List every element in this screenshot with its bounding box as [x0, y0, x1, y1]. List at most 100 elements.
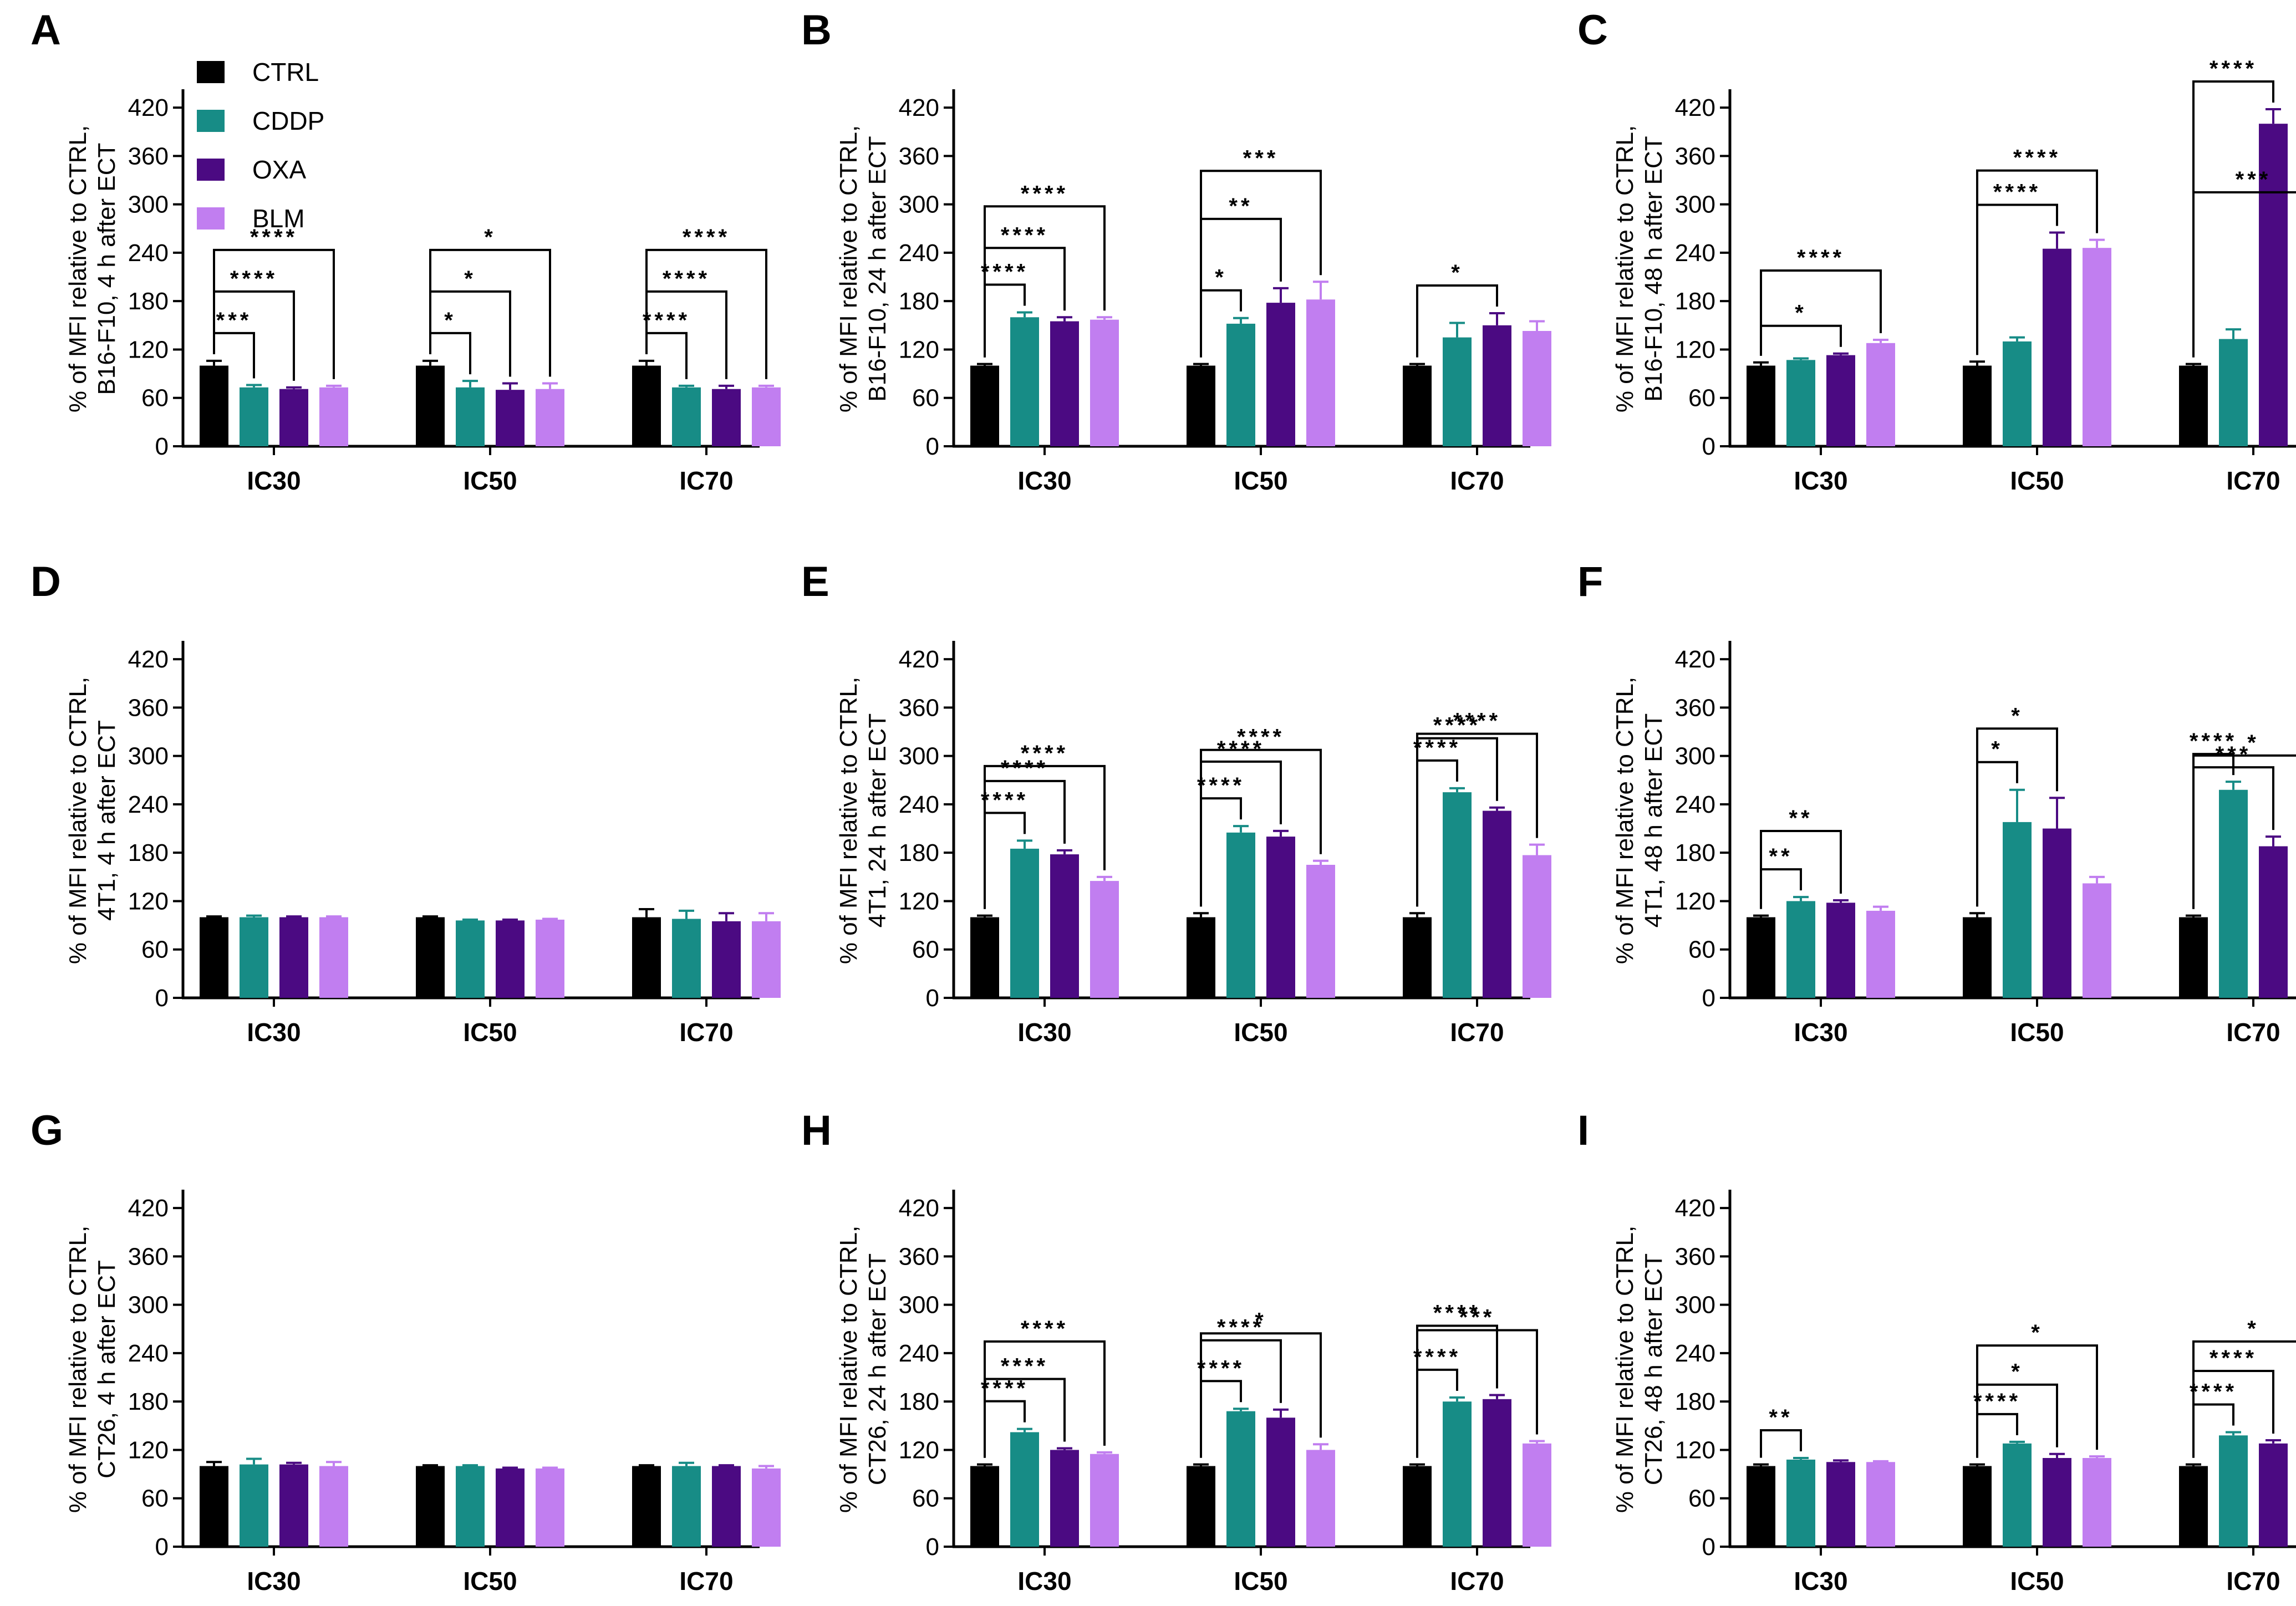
y-tick-label: 180: [899, 839, 939, 866]
significance-label: *: [2247, 731, 2259, 755]
y-axis-label: % of MFI relative to CTRL, B16-F10, 48 h …: [1611, 125, 1667, 412]
y-tick-label: 180: [1675, 1388, 1715, 1415]
bar-cddp: [240, 1464, 268, 1547]
y-tick-label: 300: [1675, 1292, 1715, 1319]
x-tick-label: IC70: [2226, 1567, 2280, 1595]
y-tick-label: 120: [899, 888, 939, 915]
significance-bracket: ****: [981, 788, 1026, 909]
bar-ctrl: [2179, 917, 2208, 998]
panel-E: E % of MFI relative to CTRL, 4T1, 24 h aft…: [801, 558, 1551, 1047]
y-axis-label: % of MFI relative to CTRL, CT26, 4 h afte…: [64, 1226, 120, 1513]
y-tick-label: 420: [128, 94, 169, 121]
bar-oxa: [2043, 1458, 2071, 1547]
bar-cddp: [2003, 822, 2032, 998]
significance-bracket: *: [1760, 301, 1842, 356]
bar-ctrl: [416, 917, 445, 998]
x-tick-label: IC50: [2010, 1018, 2064, 1047]
legend-swatch: [197, 61, 225, 83]
x-tick-label: IC70: [679, 1018, 733, 1047]
significance-label: *: [2011, 1360, 2023, 1384]
significance-label: ****: [1433, 1301, 1481, 1325]
bar-oxa: [1266, 837, 1295, 998]
bar-cddp: [1010, 1432, 1039, 1547]
bar-cddp: [2003, 1443, 2032, 1547]
significance-bracket: *: [1416, 261, 1498, 358]
y-tick-label: 420: [1675, 646, 1715, 673]
bar-oxa: [1050, 321, 1079, 446]
x-tick-label: IC70: [2226, 466, 2280, 495]
bar-cddp: [672, 387, 701, 446]
significance-bracket: *: [2192, 731, 2296, 909]
x-tick-label: IC70: [2226, 1018, 2280, 1047]
significance-bracket: ****: [984, 756, 1066, 909]
y-tick-label: 360: [128, 142, 169, 170]
y-axis-label-line: 4T1, 24 h after ECT: [864, 713, 891, 927]
panel-letter: A: [30, 7, 61, 54]
significance-label: ****: [2190, 729, 2237, 753]
bar-ctrl: [1963, 1466, 1992, 1547]
bar-cddp: [1443, 1401, 1472, 1547]
y-tick-label: 360: [899, 1243, 939, 1270]
significance-label: ***: [1243, 146, 1279, 170]
significance-label: ****: [1021, 741, 1068, 766]
significance-label: ****: [981, 1376, 1029, 1401]
panel-H: H % of MFI relative to CTRL, CT26, 24 h af…: [801, 1107, 1551, 1595]
bar-oxa: [1826, 903, 1855, 998]
bar-ctrl: [632, 917, 661, 998]
significance-bracket: ****: [1416, 709, 1538, 907]
bar-cddp: [2219, 789, 2248, 998]
bar-ctrl: [1963, 365, 1992, 446]
y-axis-label-line: % of MFI relative to CTRL,: [64, 677, 91, 964]
significance-bracket: ****: [1197, 773, 1245, 907]
bar-oxa: [279, 389, 308, 446]
significance-bracket: ***: [213, 308, 255, 379]
y-axis-label-line: B16-F10, 24 h after ECT: [864, 136, 891, 401]
y-tick-label: 60: [1688, 1485, 1715, 1512]
bar-ctrl: [416, 365, 445, 446]
y-tick-label: 0: [155, 1533, 169, 1561]
y-tick-label: 180: [1675, 839, 1715, 866]
y-tick-label: 180: [128, 1388, 169, 1415]
y-tick-label: 120: [1675, 888, 1715, 915]
significance-bracket: *: [1200, 1308, 1322, 1458]
y-tick-label: 0: [926, 433, 939, 460]
y-tick-label: 60: [912, 385, 939, 412]
y-tick-label: 420: [899, 646, 939, 673]
y-tick-label: 60: [141, 1485, 169, 1512]
bar-cddp: [1226, 323, 1255, 446]
y-tick-label: 360: [899, 142, 939, 170]
bar-ctrl: [1187, 917, 1215, 998]
significance-label: ****: [250, 225, 298, 249]
y-axis-label-line: CT26, 48 h after ECT: [1640, 1253, 1667, 1485]
significance-label: *: [484, 225, 496, 249]
bar-oxa: [496, 390, 525, 446]
y-tick-label: 120: [1675, 1436, 1715, 1464]
x-tick-label: IC30: [247, 1567, 301, 1595]
y-tick-label: 240: [899, 1340, 939, 1367]
significance-label: ****: [1197, 773, 1245, 798]
legend-label: OXA: [252, 155, 306, 184]
bar-oxa: [1826, 355, 1855, 446]
y-tick-label: 360: [899, 694, 939, 721]
bar-blm: [752, 921, 781, 998]
y-tick-label: 300: [128, 743, 169, 770]
bar-ctrl: [1187, 1466, 1215, 1547]
y-axis-label-line: CT26, 24 h after ECT: [864, 1253, 891, 1485]
x-tick-label: IC30: [1794, 1018, 1847, 1047]
significance-bracket: ****: [1416, 1301, 1498, 1458]
significance-label: *: [444, 308, 456, 333]
bar-oxa: [1266, 303, 1295, 446]
significance-label: ****: [643, 308, 690, 333]
bar-cddp: [1443, 337, 1472, 446]
panel-letter: F: [1577, 558, 1603, 605]
y-axis-label-line: % of MFI relative to CTRL,: [835, 1226, 862, 1513]
bar-ctrl: [1403, 365, 1432, 446]
bar-blm: [536, 919, 564, 998]
significance-label: ****: [1001, 223, 1048, 247]
x-tick-label: IC50: [1234, 466, 1287, 495]
significance-bracket: ***: [1416, 1305, 1538, 1458]
x-tick-label: IC30: [1794, 1567, 1847, 1595]
y-tick-label: 60: [141, 385, 169, 412]
y-tick-label: 0: [926, 1533, 939, 1561]
panel-D: D % of MFI relative to CTRL, 4T1, 4 h afte…: [30, 558, 781, 1047]
